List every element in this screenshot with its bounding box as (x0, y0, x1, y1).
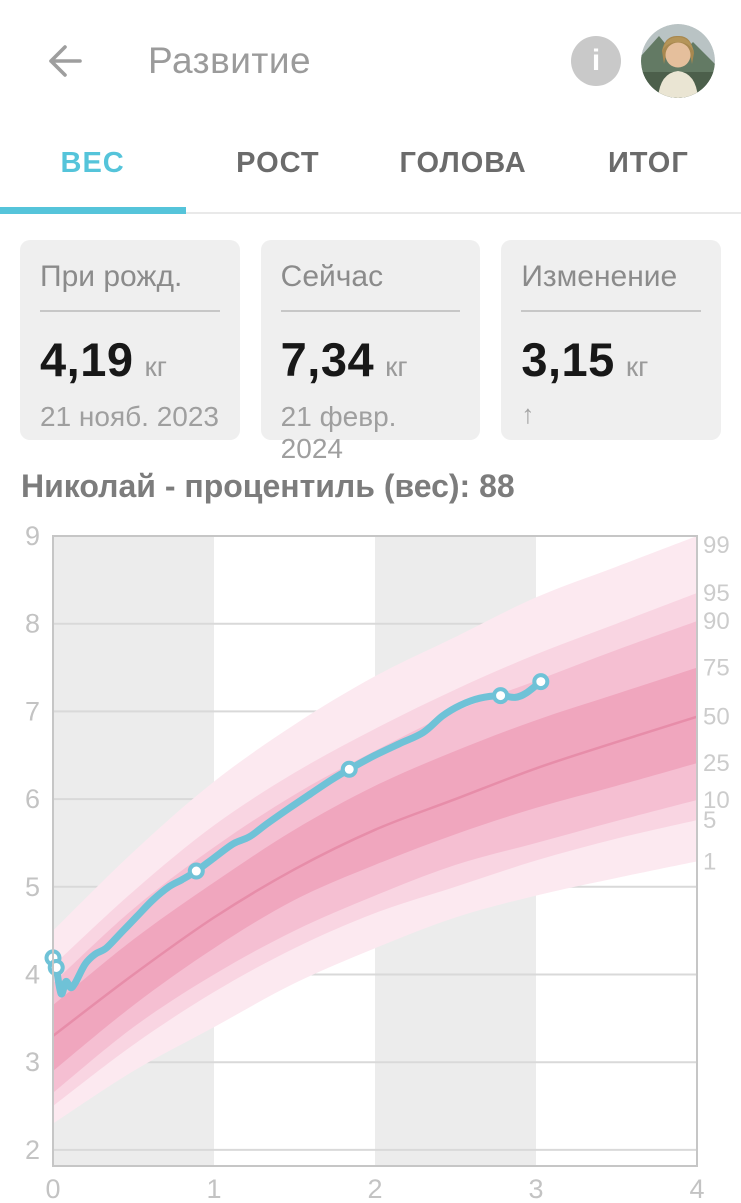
percentile-label: 50 (703, 704, 730, 731)
data-point-marker[interactable] (340, 760, 358, 778)
data-point-marker[interactable] (187, 862, 205, 880)
current-weight-value: 7,34 (280, 333, 375, 386)
tab-weight[interactable]: ВЕС (60, 146, 125, 179)
stat-cards: При рожд. 4,19 кг 21 нояб. 2023 Сейчас 7… (20, 240, 722, 464)
tab-bar: ВЕС РОСТ ГОЛОВА ИТОГ (0, 114, 741, 214)
x-axis-label: 4 (689, 1174, 704, 1203)
info-icon: i (591, 44, 601, 77)
info-button[interactable]: i (571, 36, 621, 86)
percentile-label: 25 (703, 750, 730, 777)
percentile-label: 1 (703, 848, 716, 875)
active-tab-indicator (0, 207, 186, 214)
tab-height[interactable]: РОСТ (236, 146, 320, 179)
card-divider (40, 310, 220, 312)
percentile-label: 95 (703, 580, 730, 607)
plot-border (52, 535, 698, 1167)
data-point-marker[interactable] (492, 687, 510, 705)
tab-head[interactable]: ГОЛОВА (399, 146, 527, 179)
x-axis-label: 2 (367, 1174, 382, 1203)
y-axis-label: 2 (25, 1135, 40, 1165)
unit-label: кг (625, 351, 649, 382)
card-label: Изменение (521, 260, 678, 293)
card-label: При рожд. (40, 260, 183, 293)
current-date: 21 февр. 2024 (280, 401, 397, 464)
median-line (53, 715, 697, 1037)
back-arrow-icon (40, 45, 82, 85)
birth-date: 21 нояб. 2023 (40, 401, 220, 432)
change-weight-value: 3,15 (521, 333, 615, 386)
increase-arrow-icon: ↑ (521, 399, 535, 429)
data-point-marker[interactable] (532, 673, 550, 691)
x-axis-label: 0 (45, 1174, 60, 1203)
percentile-label: 99 (703, 532, 730, 559)
percentile-label: 5 (703, 807, 716, 834)
y-axis-label: 9 (25, 523, 40, 551)
percentile-label: 10 (703, 787, 730, 814)
percentile-label: 75 (703, 655, 730, 682)
card-divider (521, 310, 702, 312)
birth-weight-value: 4,19 (40, 333, 134, 386)
tab-summary[interactable]: ИТОГ (607, 146, 689, 179)
header: Развитие i (0, 0, 741, 114)
card-divider (280, 310, 461, 312)
chart-title: Николай - процентиль (вес): 88 (21, 468, 515, 504)
x-axis-label: 3 (528, 1174, 543, 1203)
avatar-photo (641, 24, 715, 98)
y-axis-label: 7 (25, 696, 40, 726)
x-axis-label: 1 (206, 1174, 221, 1203)
y-axis-label: 6 (25, 784, 40, 814)
avatar[interactable] (641, 24, 715, 98)
card-birth: При рожд. 4,19 кг 21 нояб. 2023 (20, 240, 240, 440)
card-label: Сейчас (280, 260, 384, 293)
y-axis-label: 3 (25, 1047, 40, 1077)
back-button[interactable] (40, 40, 82, 82)
unit-label: кг (385, 351, 408, 382)
unit-label: кг (144, 351, 167, 382)
card-current: Сейчас 7,34 кг 21 февр. 2024 (260, 240, 481, 464)
child-weight-line (49, 678, 545, 998)
page-title: Развитие (148, 40, 312, 81)
card-change: Изменение 3,15 кг ↑ (501, 240, 722, 440)
percentile-label: 90 (703, 608, 730, 635)
y-axis-label: 8 (25, 609, 40, 639)
y-axis-label: 5 (25, 872, 40, 902)
data-point-marker[interactable] (47, 958, 65, 976)
y-axis-label: 4 (25, 960, 40, 990)
